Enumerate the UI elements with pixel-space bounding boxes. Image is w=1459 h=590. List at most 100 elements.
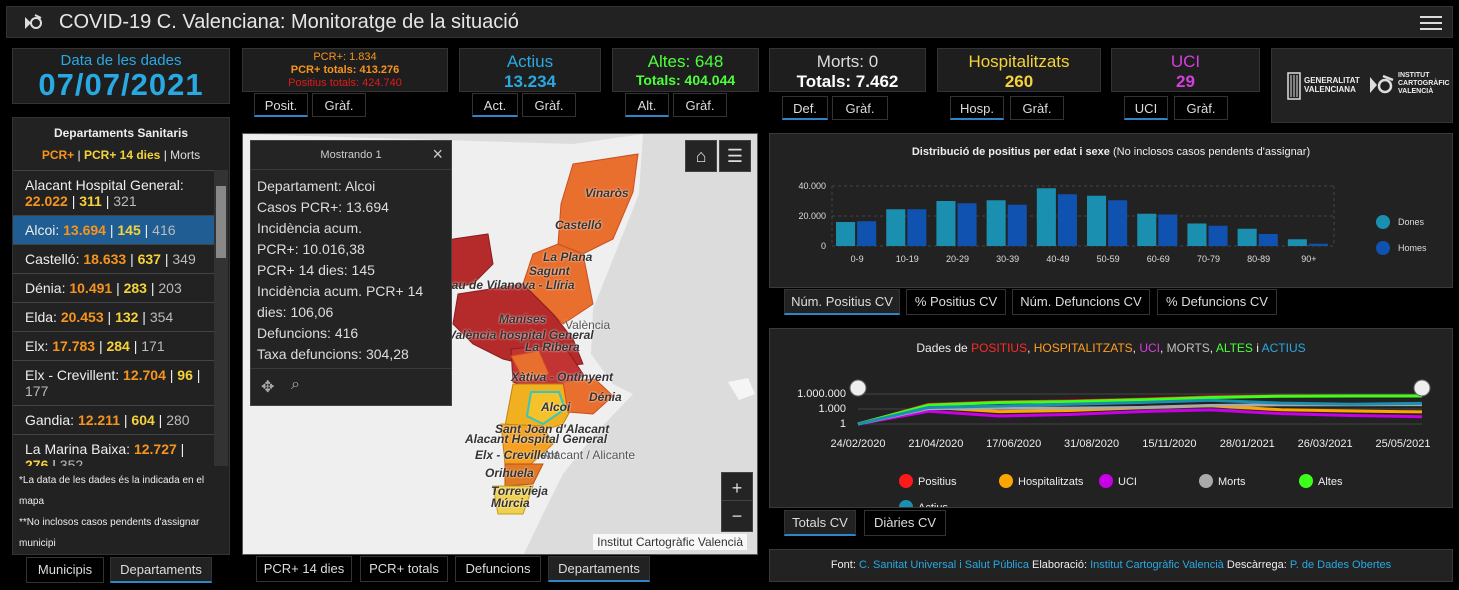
actius-chart-button[interactable]: Gràf.	[522, 93, 576, 117]
line-tab-totals[interactable]: Totals CV	[784, 510, 856, 536]
source-link[interactable]: C. Sanitat Universal i Salut Pública	[858, 559, 1029, 571]
icv-link[interactable]: Institut Cartogràfic Valencià	[1090, 559, 1224, 571]
line-title-part: HOSPITALITZATS	[1033, 341, 1133, 355]
bar-dones	[836, 222, 856, 246]
actius-map-button[interactable]: Act.	[472, 93, 518, 117]
hospitalitzats-chart-button[interactable]: Gràf.	[1010, 96, 1064, 120]
separator: |	[103, 309, 116, 325]
department-pcr14: 284	[106, 338, 130, 354]
map-attribution: Institut Cartogràfic Valencià	[593, 534, 747, 550]
hospitalitzats-title: Hospitalitzats	[968, 52, 1070, 71]
bar-chart: 0 20.000 40.000 0-9 10-19 20-29 30-39 40-49 50-5…	[798, 181, 1427, 264]
bar-dones	[1036, 188, 1056, 246]
department-name: Dénia:	[25, 280, 70, 296]
department-item[interactable]: La Marina Baixa: 12.727 | 276 | 352	[13, 434, 214, 466]
map-tab-departaments[interactable]: Departaments	[548, 556, 650, 582]
positius-chart-button[interactable]: Gràf.	[312, 93, 366, 117]
move-icon[interactable]: ✥	[261, 379, 275, 396]
department-pcr14: 276	[25, 457, 49, 466]
department-name: Alcoi:	[25, 222, 64, 238]
home-icon[interactable]: ⌂	[685, 140, 717, 172]
bar-tab-pct-positius[interactable]: % Positius CV	[906, 289, 1006, 315]
hospitalitzats-map-button[interactable]: Hosp.	[950, 96, 1004, 120]
line-x-tick: 28/01/2021	[1220, 438, 1275, 450]
hospitalitzats-value: 260	[1004, 72, 1034, 91]
line-legend-swatch	[1199, 474, 1213, 488]
uci-map-button[interactable]: UCI	[1124, 96, 1168, 120]
legend-list-icon[interactable]: ☰	[719, 140, 751, 172]
department-item[interactable]: Elx: 17.783 | 284 | 171	[13, 331, 214, 360]
note-date: *La data de les dades és la indicada en …	[19, 475, 205, 507]
hospitalitzats-card: Hospitalitzats 260	[937, 48, 1101, 92]
close-icon[interactable]: ×	[432, 144, 443, 164]
zoom-out-button[interactable]: −	[721, 500, 753, 532]
line-x-tick: 17/06/2020	[986, 438, 1041, 450]
bar-dones	[936, 201, 956, 246]
altes-map-button[interactable]: Alt.	[625, 93, 669, 117]
department-item[interactable]: Alcoi: 13.694 | 145 | 416	[13, 215, 214, 244]
line-tab-diaries[interactable]: Diàries CV	[864, 510, 946, 536]
source-text: Font: C. Sanitat Universal i Salut Públi…	[830, 559, 1392, 571]
zoom-in-button[interactable]: +	[721, 472, 753, 504]
department-morts: 352	[59, 457, 84, 466]
department-item[interactable]: Elda: 20.453 | 132 | 354	[13, 302, 214, 331]
positius-map-button[interactable]: Posit.	[254, 93, 308, 117]
uci-chart-button[interactable]: Gràf.	[1174, 96, 1228, 120]
bar-y-tick: 40.000	[798, 181, 826, 191]
department-item[interactable]: Castelló: 18.633 | 637 | 349	[13, 244, 214, 273]
bar-x-tick: 30-39	[996, 254, 1019, 264]
map-tab-pcr-totals[interactable]: PCR+ totals	[360, 556, 448, 582]
note-pending: **No inclosos casos pendents d'assignar …	[19, 517, 200, 549]
hamburger-menu-icon[interactable]	[1420, 12, 1442, 32]
tab-departaments-list[interactable]: Departaments	[110, 557, 212, 583]
popup-footer: ✥ ⌕	[251, 368, 451, 405]
bar-tab-num-defuncions[interactable]: Núm. Defuncions CV	[1012, 289, 1150, 315]
morts-map-button[interactable]: Def.	[782, 96, 828, 120]
bar-y-tick: 0	[821, 241, 826, 251]
time-series-chart-panel: Dades de POSITIUS, HOSPITALITZATS, UCI, …	[769, 328, 1453, 508]
separator: |	[105, 222, 118, 238]
department-item[interactable]: Gandia: 12.211 | 604 | 280	[13, 405, 214, 434]
tab-municipis[interactable]: Municipis	[26, 557, 104, 583]
line-legend-swatch	[999, 474, 1013, 488]
department-list[interactable]: Alacant Hospital General: 22.022 | 311 |…	[13, 170, 214, 466]
bar-x-tick: 70-79	[1197, 254, 1220, 264]
department-pcr14: 132	[115, 309, 139, 325]
altes-chart-button[interactable]: Gràf.	[673, 93, 727, 117]
bar-homes	[1007, 204, 1027, 246]
download-link[interactable]: P. de Dades Obertes	[1289, 559, 1392, 571]
bar-tab-pct-defuncions[interactable]: % Defuncions CV	[1157, 289, 1277, 315]
department-item[interactable]: Alacant Hospital General: 22.022 | 311 |…	[13, 170, 214, 215]
map-label: Múrcia	[491, 496, 530, 510]
line-legend-swatch	[899, 474, 913, 488]
map-label: Orihuela	[485, 466, 534, 480]
department-morts: 354	[149, 309, 174, 325]
bar-tab-num-positius[interactable]: Núm. Positius CV	[784, 289, 900, 315]
department-name: La Marina Baixa:	[25, 441, 134, 457]
department-item[interactable]: Dénia: 10.491 | 283 | 203	[13, 273, 214, 302]
morts-chart-button[interactable]: Gràf.	[832, 96, 888, 120]
scrollbar-thumb[interactable]	[216, 186, 226, 258]
map-view[interactable]: Vinaròs Castelló La Plana Sagunt Arnau de Vi…	[242, 133, 758, 555]
map-label: Dénia	[589, 390, 622, 404]
department-pcr14: 283	[123, 280, 147, 296]
map-label: Alacant / Alicante	[543, 448, 636, 462]
bar-x-tick: 60-69	[1147, 254, 1170, 264]
zoom-to-icon[interactable]: ⌕	[291, 376, 300, 393]
bar-homes	[1158, 214, 1178, 246]
list-scrollbar[interactable]	[214, 170, 228, 466]
department-item[interactable]: Elx - Crevillent: 12.704 | 96 | 177	[13, 360, 214, 405]
bar-dones	[986, 200, 1006, 246]
separator: |	[192, 367, 201, 383]
line-title-sep: ,	[1209, 341, 1216, 355]
department-name: Elx:	[25, 338, 53, 354]
department-pcr: 12.211	[77, 412, 120, 428]
map-tab-pcr14[interactable]: PCR+ 14 dies	[256, 556, 352, 582]
department-name: Elx - Crevillent:	[25, 367, 124, 383]
map-label: Castelló	[555, 218, 602, 232]
map-tab-defuncions[interactable]: Defuncions	[455, 556, 541, 582]
department-pcr: 17.783	[52, 338, 96, 354]
map-label: Xàtiva - Ontinyent	[511, 370, 614, 384]
department-morts: 171	[141, 338, 165, 354]
bar-homes	[857, 221, 877, 246]
